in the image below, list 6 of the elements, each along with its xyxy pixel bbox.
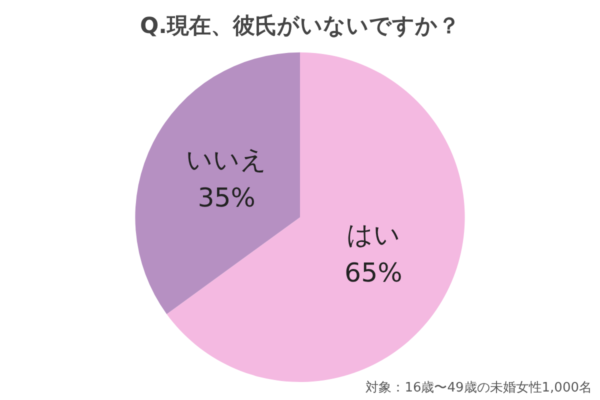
slice-label: いいえ xyxy=(186,146,268,176)
data-label: 35% xyxy=(198,184,256,214)
chart-title: Q.現在、彼氏がいないですか？ xyxy=(140,14,460,39)
slice-label: はい xyxy=(346,220,400,250)
text: 対象：16歳〜49歳の未婚女性1,000名 xyxy=(366,379,592,396)
data-label: 65% xyxy=(344,258,402,288)
